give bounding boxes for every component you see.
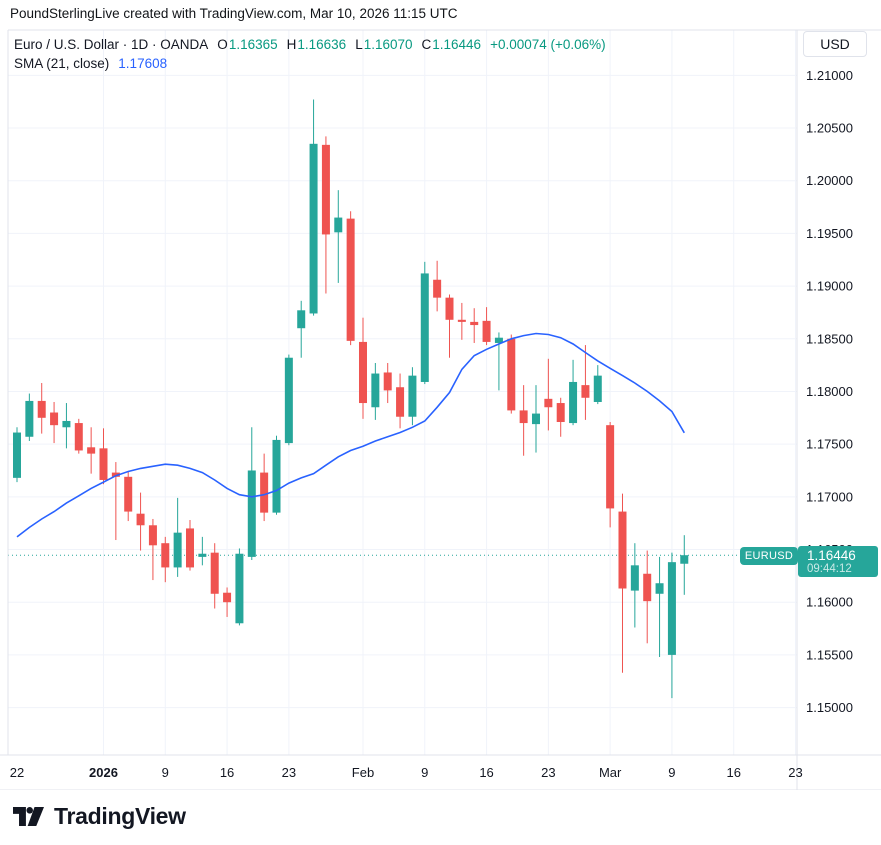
- svg-text:9: 9: [162, 765, 169, 780]
- tradingview-logo-icon: [13, 807, 44, 826]
- last-price-symbol-tag: EURUSD: [740, 547, 798, 565]
- last-price-value: 1.16446: [807, 548, 856, 563]
- svg-text:1.17500: 1.17500: [806, 437, 853, 452]
- legend-sma-label: SMA (21, close): [14, 56, 110, 71]
- sma-line: [16, 332, 685, 538]
- legend-h-value: H1.16636: [286, 37, 347, 52]
- tradingview-logo-text: TradingView: [54, 803, 186, 829]
- svg-text:1.17000: 1.17000: [806, 489, 853, 504]
- legend-ohlc-values: O1.16365 H1.16636 L1.16070 C1.16446: [208, 37, 481, 52]
- svg-text:22: 22: [10, 765, 24, 780]
- svg-text:9: 9: [421, 765, 428, 780]
- svg-text:23: 23: [541, 765, 555, 780]
- legend-c-value: C1.16446: [421, 37, 482, 52]
- chart-legend: Euro / U.S. Dollar · 1D · OANDA O1.16365 H…: [14, 36, 606, 72]
- legend-sma-value: 1.17608: [118, 56, 168, 71]
- time-scale[interactable]: [0, 756, 881, 790]
- svg-text:1.20000: 1.20000: [806, 173, 853, 188]
- last-price-axis-badge: 1.16446 09:44:12: [798, 546, 878, 577]
- watermark-title: PoundSterlingLive created with TradingVi…: [10, 6, 458, 21]
- svg-text:16: 16: [479, 765, 493, 780]
- legend-o-value: O1.16365: [217, 37, 278, 52]
- price-chart-canvas[interactable]: 1.21000 1.20500 1.20000 1.19500 1.19000 1.185…: [0, 0, 881, 790]
- svg-text:1.18000: 1.18000: [806, 384, 853, 399]
- svg-text:1.19500: 1.19500: [806, 226, 853, 241]
- svg-text:16: 16: [726, 765, 740, 780]
- svg-text:23: 23: [282, 765, 296, 780]
- svg-text:2026: 2026: [89, 765, 118, 780]
- tradingview-logo[interactable]: TradingView: [13, 803, 186, 830]
- svg-text:9: 9: [668, 765, 675, 780]
- legend-change-value: +0.00074 (+0.06%): [490, 37, 606, 52]
- svg-text:1.21000: 1.21000: [806, 68, 853, 83]
- svg-text:1.15500: 1.15500: [806, 647, 853, 662]
- svg-text:23: 23: [788, 765, 802, 780]
- svg-text:1.15000: 1.15000: [806, 700, 853, 715]
- price-scale[interactable]: [798, 30, 881, 755]
- bar-countdown-timer: 09:44:12: [807, 563, 852, 575]
- svg-text:1.16000: 1.16000: [806, 595, 853, 610]
- candles-layer: [13, 99, 689, 699]
- svg-text:Mar: Mar: [599, 765, 622, 780]
- svg-text:16: 16: [220, 765, 234, 780]
- time-scale-labels: 22 2026 9 16 23 Feb 9 16 23 Mar 9 16 23: [10, 765, 803, 780]
- currency-usd-button[interactable]: USD: [803, 31, 867, 57]
- legend-sma-row[interactable]: SMA (21, close) 1.17608: [14, 55, 606, 72]
- svg-text:Feb: Feb: [352, 765, 374, 780]
- svg-text:1.18500: 1.18500: [806, 331, 853, 346]
- svg-text:1.20500: 1.20500: [806, 121, 853, 136]
- legend-main-series-row[interactable]: Euro / U.S. Dollar · 1D · OANDA O1.16365 H…: [14, 36, 606, 53]
- svg-text:1.19000: 1.19000: [806, 279, 853, 294]
- legend-series-title: Euro / U.S. Dollar · 1D · OANDA: [14, 37, 209, 52]
- legend-l-value: L1.16070: [355, 37, 413, 52]
